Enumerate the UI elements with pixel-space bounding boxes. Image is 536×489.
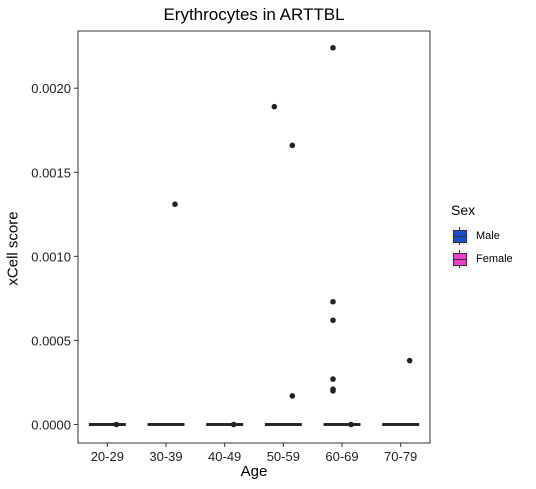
outlier-point: [406, 357, 413, 364]
outlier-point: [289, 393, 296, 399]
outlier-point: [330, 388, 336, 394]
outlier-points: [113, 45, 413, 428]
x-tick-label: 50-59: [267, 449, 300, 464]
y-tick-label: 0.0015: [31, 165, 71, 180]
outlier-point: [330, 298, 336, 305]
outlier-point: [330, 45, 336, 51]
y-axis-label: xCell score: [4, 211, 22, 286]
outlier-point: [113, 421, 120, 428]
boxplot-series: [88, 423, 420, 427]
plot-panel-border: [77, 30, 431, 444]
outlier-point: [330, 376, 336, 382]
x-axis-label: Age: [240, 463, 268, 480]
x-tick-label: 70-79: [384, 449, 417, 464]
x-axis: 20-29 30-39 40-49 50-59 60-69 70-79: [91, 443, 417, 464]
outlier-point: [330, 317, 336, 324]
legend-title: Sex: [451, 202, 476, 218]
legend-label-male: Male: [476, 229, 500, 242]
outlier-point: [230, 421, 237, 428]
legend-item-female: Female: [451, 247, 513, 270]
y-tick-label: 0.0010: [31, 249, 71, 264]
y-tick-label: 0.0000: [31, 418, 71, 433]
y-tick-label: 0.0020: [31, 81, 71, 96]
legend-label-female: Female: [476, 252, 513, 265]
outlier-point: [348, 421, 354, 428]
outlier-point: [289, 142, 296, 149]
y-axis: 0.0000 0.0005 0.0010 0.0015 0.0020: [31, 81, 78, 433]
x-tick-label: 20-29: [91, 449, 124, 464]
legend-item-male: Male: [451, 224, 513, 247]
x-tick-label: 60-69: [325, 449, 358, 464]
y-tick-label: 0.0005: [31, 333, 71, 348]
chart-title: Erythrocytes in ARTTBL: [163, 5, 345, 24]
legend-key-female: [451, 249, 469, 268]
legend: Sex Male Female: [451, 202, 513, 270]
x-tick-label: 40-49: [208, 449, 241, 464]
outlier-point: [172, 201, 178, 208]
outlier-point: [271, 103, 278, 110]
legend-key-male: [451, 226, 469, 245]
x-tick-label: 30-39: [149, 449, 182, 464]
